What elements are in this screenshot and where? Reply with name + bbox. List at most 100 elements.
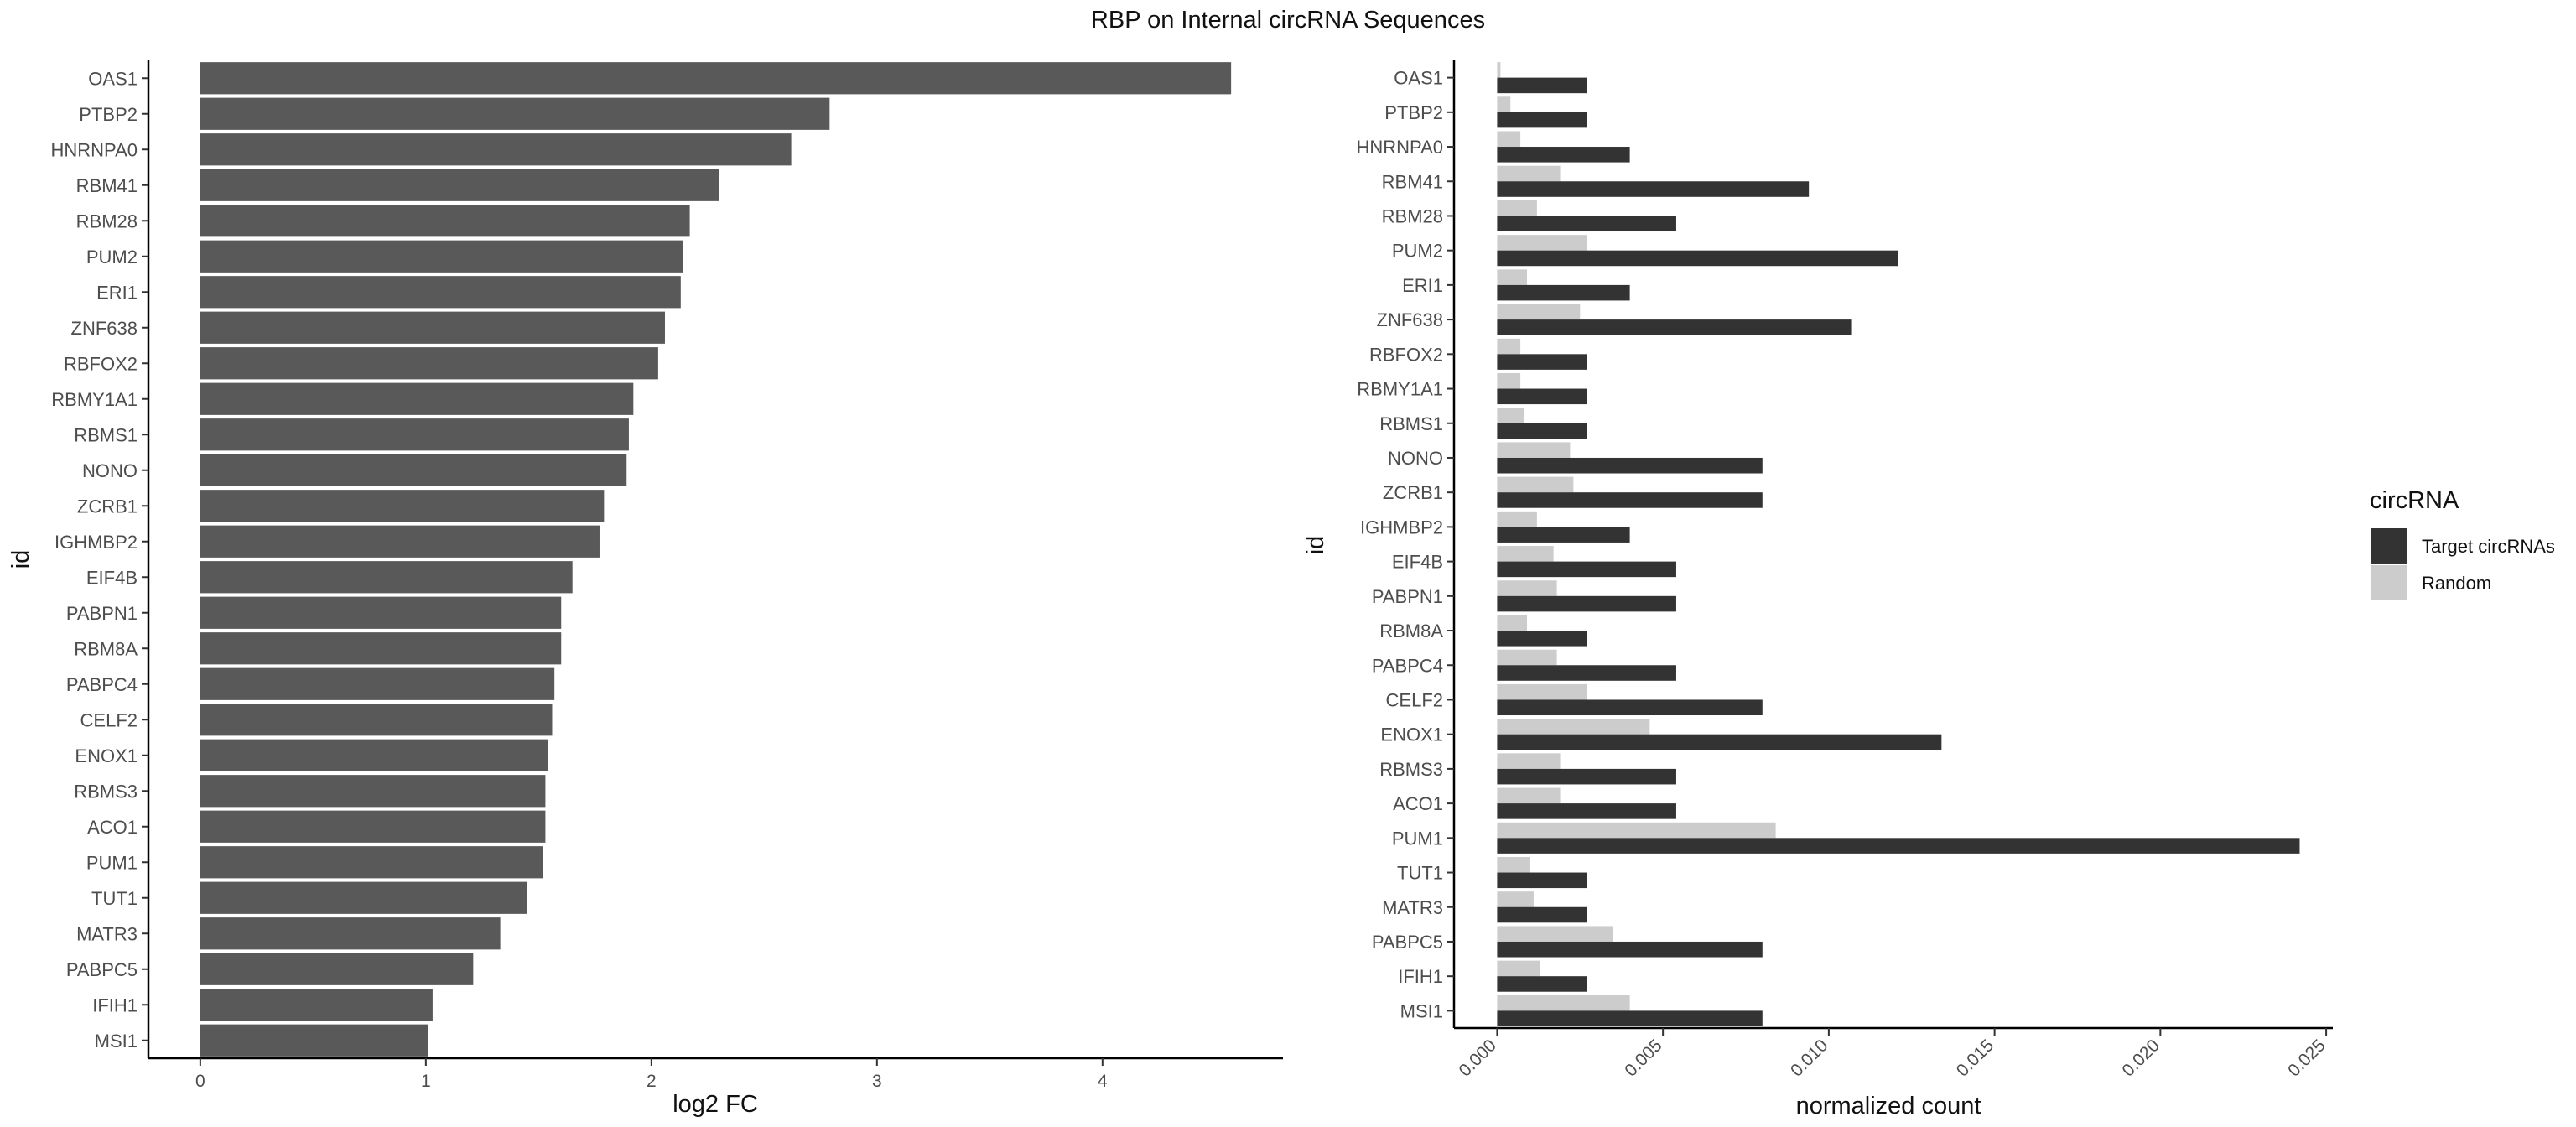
bar-target-ighmbp2 bbox=[1497, 527, 1630, 543]
bar-target-eri1 bbox=[1497, 284, 1630, 301]
y-tick-label: PUM2 bbox=[86, 247, 138, 267]
bar-enox1 bbox=[200, 739, 548, 771]
bar-random-eif4b bbox=[1497, 546, 1554, 562]
bar-random-hnrnpa0 bbox=[1497, 131, 1521, 148]
legend-swatch-target bbox=[2371, 528, 2407, 564]
x-tick-label: 3 bbox=[872, 1072, 882, 1091]
bar-random-oas1 bbox=[1497, 62, 1501, 78]
bar-matr3 bbox=[200, 917, 501, 950]
bar-rbms1 bbox=[200, 418, 629, 451]
bar-eri1 bbox=[200, 276, 681, 309]
left-y-axis-title: id bbox=[8, 550, 34, 569]
y-tick-label: CELF2 bbox=[80, 709, 138, 730]
legend-label-random: Random bbox=[2422, 573, 2491, 594]
x-tick-label: 0.005 bbox=[1621, 1036, 1665, 1080]
bar-random-tut1 bbox=[1497, 856, 1530, 873]
y-tick-label: ENOX1 bbox=[1380, 724, 1443, 745]
bar-rbm41 bbox=[200, 169, 719, 201]
y-tick-label: ENOX1 bbox=[75, 745, 138, 766]
x-tick-label: 0.025 bbox=[2284, 1036, 2329, 1080]
bar-random-rbm28 bbox=[1497, 200, 1537, 216]
right-chart-panel: normalized count id OAS1 PTBP2 HNRNPA0 RBM4… bbox=[1302, 60, 2333, 1119]
bar-target-tut1 bbox=[1497, 872, 1587, 889]
y-tick-label: PABPC5 bbox=[1372, 932, 1443, 953]
y-tick-label: PABPN1 bbox=[1372, 586, 1443, 607]
bar-random-ptbp2 bbox=[1497, 96, 1511, 112]
bar-target-pabpn1 bbox=[1497, 595, 1676, 612]
bar-random-ifih1 bbox=[1497, 960, 1540, 977]
bar-ptbp2 bbox=[200, 97, 830, 130]
legend-label-target: Target circRNAs bbox=[2422, 536, 2555, 557]
y-tick-label: ZCRB1 bbox=[1383, 482, 1443, 503]
bar-target-aco1 bbox=[1497, 803, 1676, 819]
y-tick-label: OAS1 bbox=[88, 68, 138, 89]
y-tick-label: EIF4B bbox=[86, 567, 138, 588]
bar-target-pabpc4 bbox=[1497, 665, 1676, 681]
bar-rbms3 bbox=[200, 775, 546, 808]
y-tick-label: PABPN1 bbox=[66, 603, 138, 624]
y-tick-label: MATR3 bbox=[1382, 897, 1443, 918]
bar-target-hnrnpa0 bbox=[1497, 147, 1630, 163]
y-tick-label: OAS1 bbox=[1394, 68, 1443, 89]
bar-target-eif4b bbox=[1497, 561, 1676, 578]
bar-random-msi1 bbox=[1497, 995, 1630, 1011]
bar-pum1 bbox=[200, 846, 543, 879]
y-tick-label: ERI1 bbox=[96, 282, 138, 303]
bar-target-rbm8a bbox=[1497, 631, 1587, 647]
y-tick-label: RBM41 bbox=[1382, 171, 1443, 192]
x-tick-label: 1 bbox=[421, 1072, 431, 1091]
y-tick-label: MSI1 bbox=[1400, 1000, 1443, 1021]
y-tick-label: RBMY1A1 bbox=[51, 389, 138, 410]
bar-aco1 bbox=[200, 810, 546, 843]
bar-random-pabpn1 bbox=[1497, 580, 1557, 596]
bar-target-rbm41 bbox=[1497, 181, 1810, 197]
bar-pabpn1 bbox=[200, 596, 562, 629]
legend-swatch-random bbox=[2371, 565, 2407, 600]
y-tick-label: ZNF638 bbox=[71, 318, 138, 339]
y-tick-label: IGHMBP2 bbox=[1360, 517, 1443, 538]
bar-pabpc5 bbox=[200, 953, 474, 985]
x-tick-label: 0.020 bbox=[2118, 1036, 2163, 1080]
x-tick-label: 2 bbox=[647, 1072, 657, 1091]
bar-target-rbm28 bbox=[1497, 216, 1676, 232]
bar-oas1 bbox=[200, 62, 1232, 95]
bar-target-ifih1 bbox=[1497, 976, 1587, 992]
x-tick-label: 0.000 bbox=[1456, 1036, 1500, 1080]
y-tick-label: HNRNPA0 bbox=[50, 139, 138, 160]
right-y-axis-title: id bbox=[1302, 536, 1329, 555]
right-x-axis-title: normalized count bbox=[1796, 1093, 1981, 1119]
x-tick-label: 0.015 bbox=[1953, 1036, 1997, 1080]
bar-random-rbm41 bbox=[1497, 165, 1561, 182]
bar-target-oas1 bbox=[1497, 77, 1587, 94]
y-tick-label: ZNF638 bbox=[1377, 309, 1443, 330]
bar-target-celf2 bbox=[1497, 699, 1763, 716]
bar-nono bbox=[200, 454, 627, 486]
chart-title: RBP on Internal circRNA Sequences bbox=[1091, 7, 1485, 34]
y-tick-label: PUM1 bbox=[1392, 828, 1443, 849]
y-tick-label: HNRNPA0 bbox=[1356, 137, 1443, 158]
y-tick-label: PTBP2 bbox=[1384, 102, 1443, 123]
bar-random-aco1 bbox=[1497, 787, 1561, 804]
y-tick-label: RBM8A bbox=[74, 638, 138, 659]
bar-random-rbms1 bbox=[1497, 408, 1524, 423]
bar-target-matr3 bbox=[1497, 906, 1587, 923]
bar-pabpc4 bbox=[200, 667, 555, 700]
y-tick-label: CELF2 bbox=[1386, 689, 1443, 710]
bar-target-rbmy1a1 bbox=[1497, 388, 1587, 405]
y-tick-label: TUT1 bbox=[1397, 863, 1443, 884]
y-tick-label: ACO1 bbox=[87, 817, 138, 838]
bar-target-pum2 bbox=[1497, 250, 1898, 267]
y-tick-label: RBM41 bbox=[76, 175, 138, 196]
bar-eif4b bbox=[200, 561, 573, 594]
bar-target-pabpc5 bbox=[1497, 941, 1763, 958]
bar-random-rbmy1a1 bbox=[1497, 372, 1521, 389]
left-chart-panel: log2 FC id OAS1 PTBP2 HNRNPA0 RBM41 RBM28 PUM… bbox=[8, 60, 1283, 1118]
legend-title: circRNA bbox=[2370, 487, 2459, 514]
bar-target-rbfox2 bbox=[1497, 354, 1587, 370]
bar-rbm28 bbox=[200, 205, 690, 237]
x-tick-label: 4 bbox=[1098, 1072, 1108, 1091]
bar-random-nono bbox=[1497, 442, 1571, 458]
left-x-axis-title: log2 FC bbox=[673, 1091, 758, 1118]
y-tick-label: ZCRB1 bbox=[77, 496, 138, 517]
bar-rbm8a bbox=[200, 632, 562, 665]
